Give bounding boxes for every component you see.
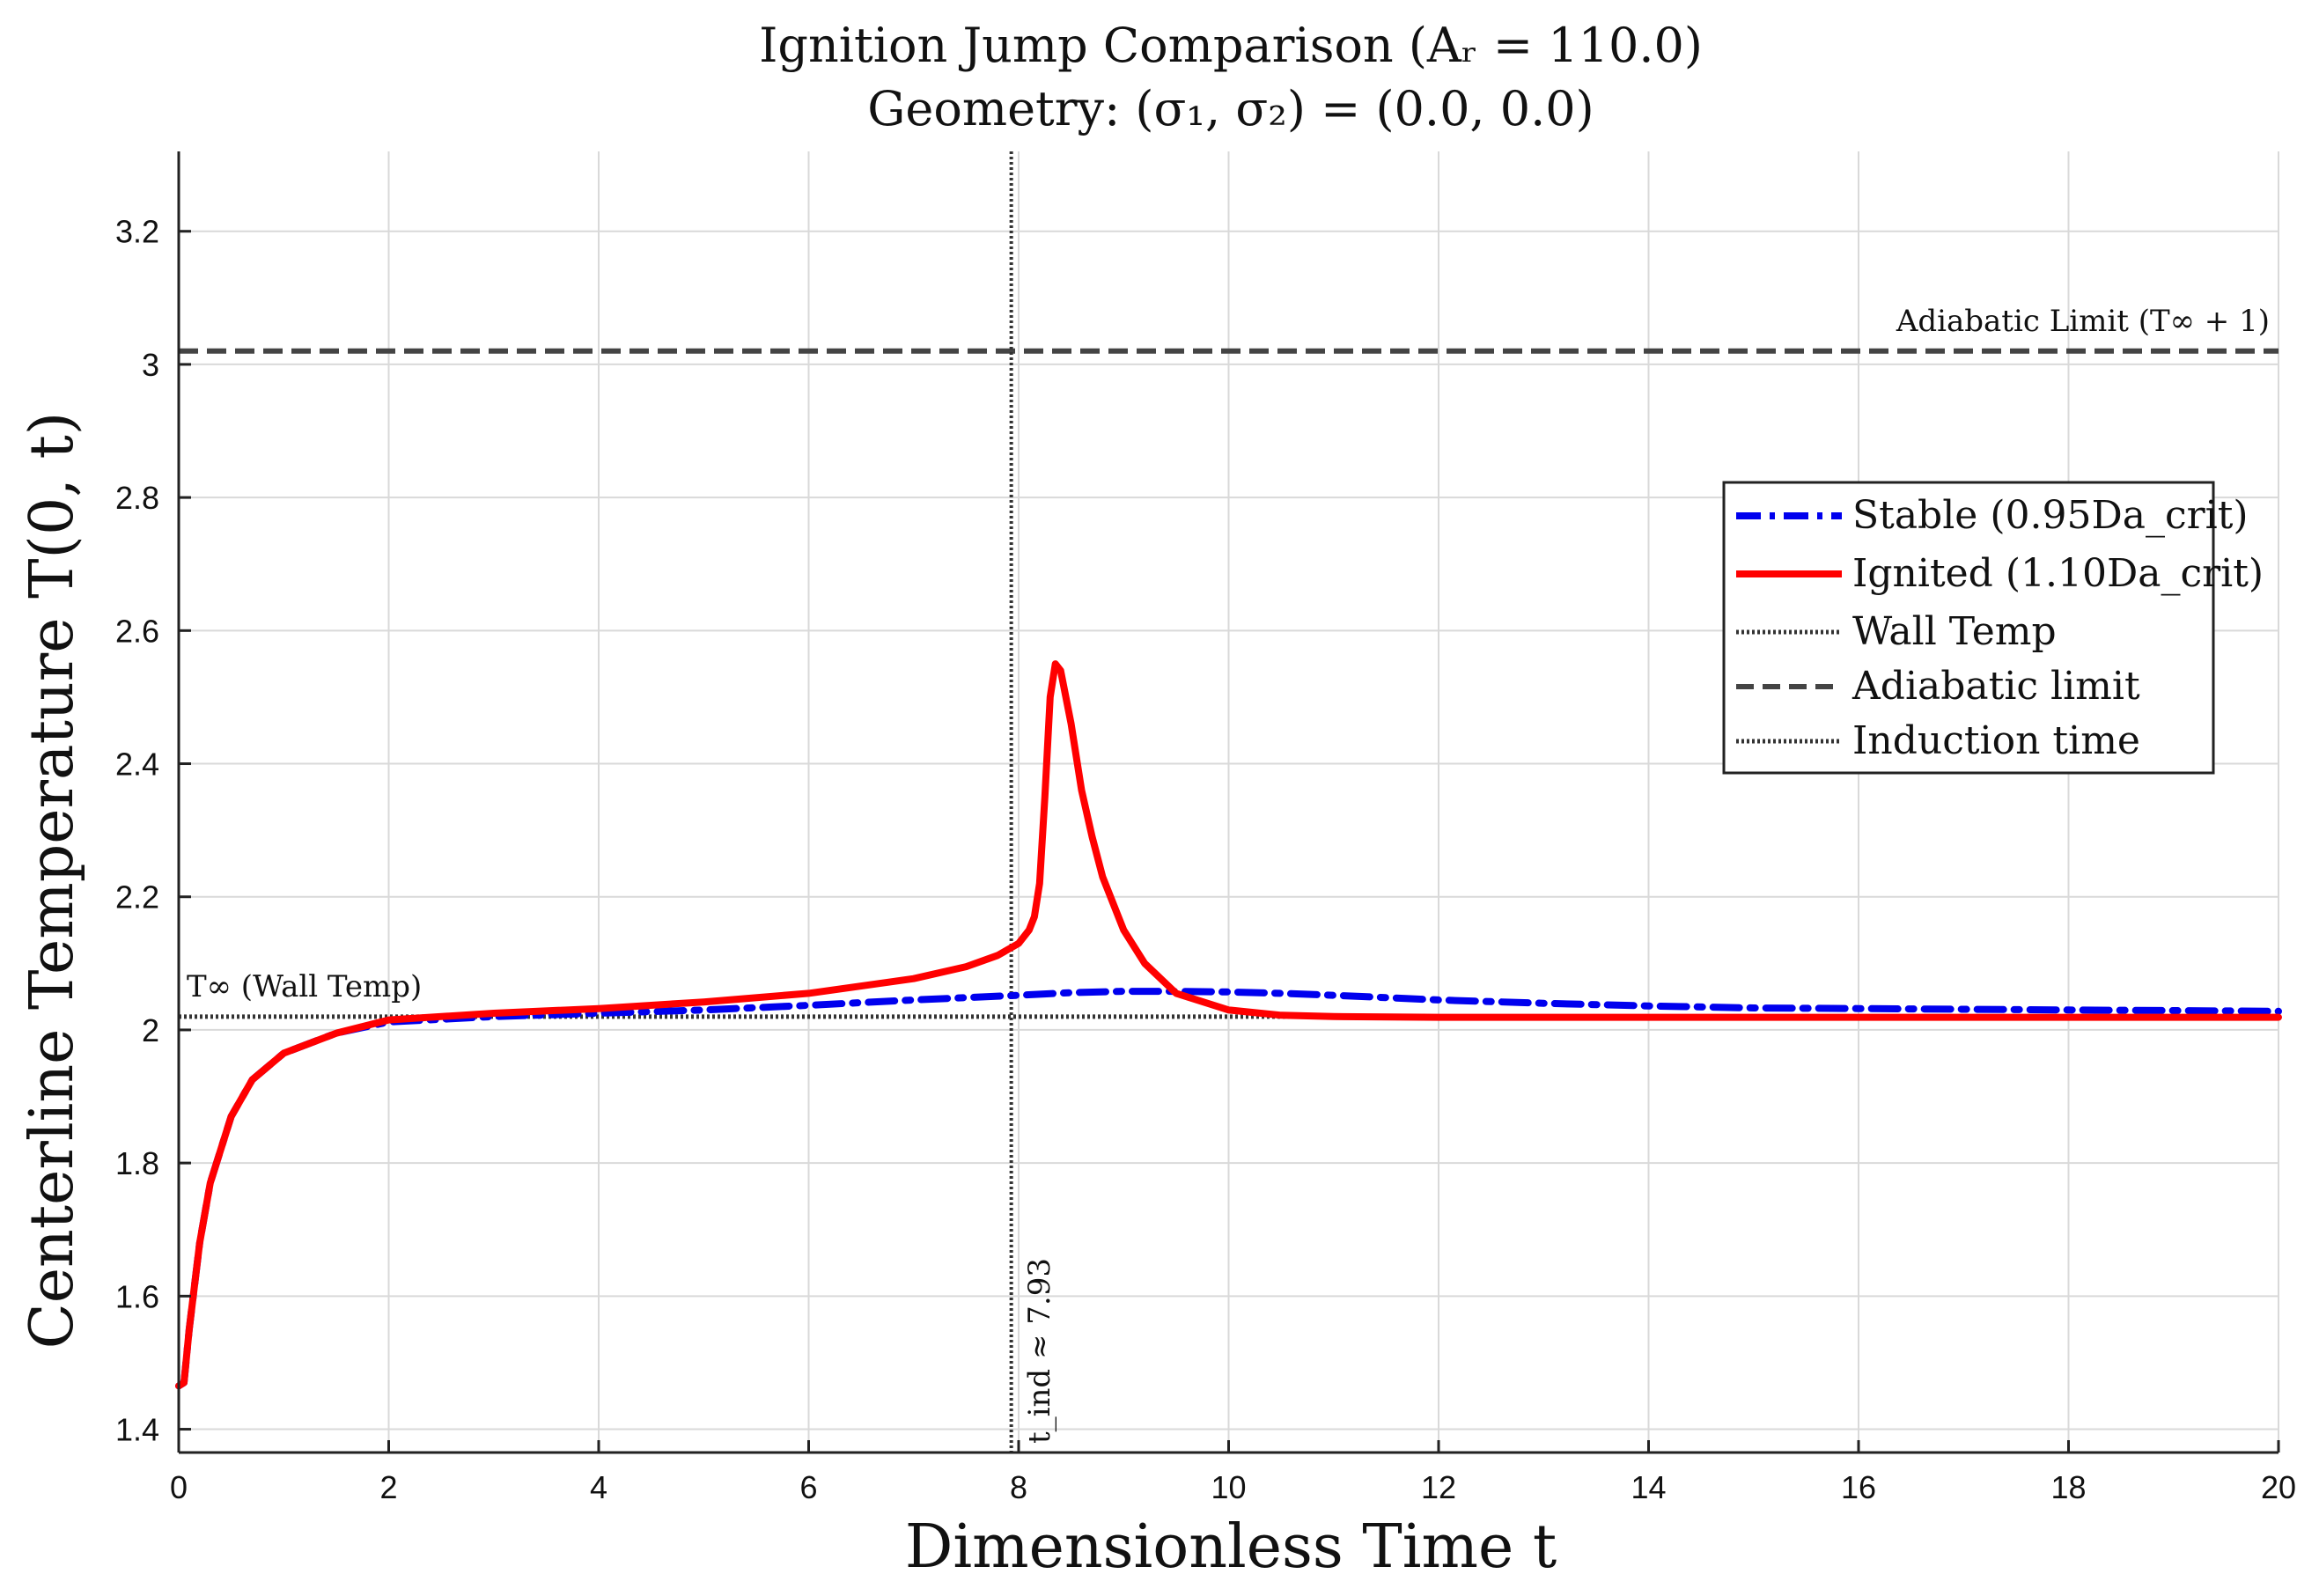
legend: Stable (0.95Da_crit) Ignited (1.10Da_cri… <box>1722 481 2264 775</box>
y-tick-label-3: 2 <box>142 1012 159 1048</box>
legend-label-wall-temp: Wall Temp <box>1852 609 2057 654</box>
induction-time-label: t_ind ≈ 7.93 <box>1022 1258 1057 1444</box>
y-tick-label-8: 3 <box>142 347 159 383</box>
legend-label-adiabatic: Adiabatic limit <box>1852 664 2140 709</box>
series-line-ignited <box>175 660 2282 1390</box>
x-tick-label-9: 18 <box>2050 1469 2086 1505</box>
axes <box>177 151 2280 1454</box>
y-tick-label-1: 1.6 <box>115 1278 159 1314</box>
y-axis-title: Centerline Temperature T(0, t) <box>18 412 87 1350</box>
x-axis-title: Dimensionless Time t <box>905 1512 1557 1582</box>
grid-lines <box>178 151 2279 1453</box>
y-tick-label-5: 2.4 <box>115 747 159 783</box>
x-tick-label-0: 0 <box>170 1469 188 1505</box>
x-tick-label-7: 14 <box>1631 1469 1666 1505</box>
adiabatic-limit-label: Adiabatic Limit (T∞ + 1) <box>1896 304 2270 339</box>
y-tick-label-7: 2.8 <box>115 480 159 516</box>
chart-title-line2: Geometry: (σ₁, σ₂) = (0.0, 0.0) <box>867 81 1594 136</box>
y-tick-label-6: 2.6 <box>115 613 159 649</box>
series-lines <box>175 660 2282 1390</box>
x-tick-label-3: 6 <box>799 1469 817 1505</box>
y-tick-label-9: 3.2 <box>115 214 159 250</box>
legend-label-ignited: Ignited (1.10Da_crit) <box>1852 551 2264 596</box>
x-tick-label-5: 10 <box>1211 1469 1246 1505</box>
chart-title-line1: Ignition Jump Comparison (Aᵣ = 110.0) <box>759 18 1703 73</box>
legend-box <box>1722 481 2215 775</box>
y-tick-label-0: 1.4 <box>115 1412 159 1448</box>
y-tick-label-2: 1.8 <box>115 1145 159 1181</box>
x-tick-label-1: 2 <box>379 1469 397 1505</box>
x-tick-label-4: 8 <box>1010 1469 1027 1505</box>
legend-label-induction: Induction time <box>1852 718 2140 763</box>
legend-label-stable: Stable (0.95Da_crit) <box>1852 493 2249 538</box>
tick-labels: 0 2 4 6 8 10 12 14 16 18 20 1.4 1.6 1.8 2 2.2 2.4 2.6 2.8 3… <box>115 214 2296 1505</box>
x-tick-label-6: 12 <box>1421 1469 1456 1505</box>
wall-temp-label: T∞ (Wall Temp) <box>187 969 422 1004</box>
x-tick-label-8: 16 <box>1841 1469 1876 1505</box>
x-tick-label-2: 4 <box>590 1469 607 1505</box>
x-tick-label-10: 20 <box>2261 1469 2296 1505</box>
y-tick-label-4: 2.2 <box>115 879 159 916</box>
